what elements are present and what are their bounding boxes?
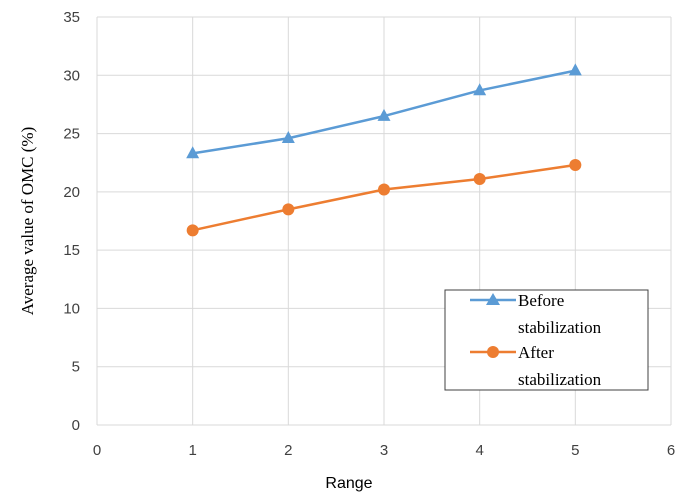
x-tick-label: 0 bbox=[93, 442, 101, 459]
data-point-after bbox=[282, 203, 295, 216]
data-point-after bbox=[378, 183, 390, 196]
legend-label-before-line2: stabilization bbox=[518, 318, 602, 337]
legend-label-after-line1: After bbox=[518, 343, 554, 362]
legend: Before stabilization After stabilization bbox=[444, 289, 649, 391]
x-tick-labels: 0 1 2 3 4 5 6 bbox=[93, 442, 675, 459]
legend-label-after-line2: stabilization bbox=[518, 370, 602, 389]
y-axis-title: Average value of OMC (%) bbox=[18, 127, 37, 316]
legend-label-before-line1: Before bbox=[518, 291, 564, 310]
data-point-after bbox=[569, 159, 582, 172]
data-point-before bbox=[473, 83, 487, 96]
data-point-after bbox=[186, 224, 199, 237]
y-tick-label: 15 bbox=[63, 242, 80, 259]
x-tick-label: 2 bbox=[284, 442, 292, 459]
data-point-before bbox=[568, 63, 582, 76]
legend-box bbox=[444, 289, 649, 391]
y-tick-label: 10 bbox=[63, 300, 80, 317]
y-tick-label: 35 bbox=[63, 9, 80, 26]
x-tick-label: 4 bbox=[475, 442, 483, 459]
data-point-before bbox=[281, 131, 295, 144]
y-tick-labels: 0 5 10 15 20 25 30 35 bbox=[63, 9, 80, 434]
data-point-before bbox=[377, 108, 391, 121]
series-group bbox=[186, 63, 582, 237]
data-point-before bbox=[186, 146, 200, 159]
y-tick-label: 5 bbox=[72, 359, 80, 376]
y-tick-label: 25 bbox=[63, 126, 80, 143]
legend-entry-before: Before stabilization bbox=[470, 291, 602, 337]
x-axis-title: Range bbox=[325, 475, 372, 492]
y-tick-label: 0 bbox=[72, 417, 80, 434]
legend-entry-after: After stabilization bbox=[470, 343, 602, 389]
x-tick-label: 5 bbox=[571, 442, 579, 459]
y-tick-label: 20 bbox=[63, 184, 80, 201]
x-tick-label: 3 bbox=[380, 442, 388, 459]
axes bbox=[96, 17, 671, 426]
data-point-after bbox=[473, 173, 486, 186]
legend-marker-after bbox=[487, 346, 499, 358]
y-tick-label: 30 bbox=[63, 67, 80, 84]
x-tick-label: 6 bbox=[667, 442, 675, 459]
x-tick-label: 1 bbox=[188, 442, 196, 459]
legend-marker-before bbox=[486, 293, 500, 305]
